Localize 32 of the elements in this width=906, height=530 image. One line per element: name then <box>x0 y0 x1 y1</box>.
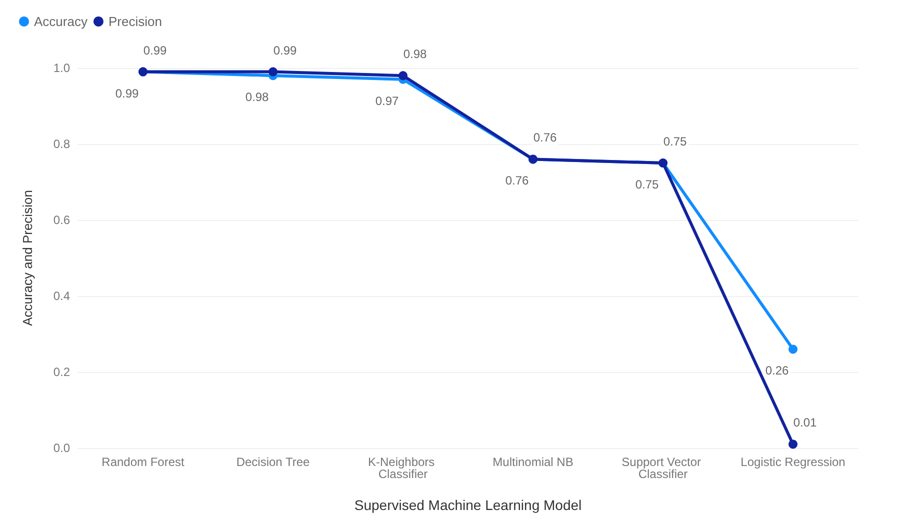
y-tick-label: 0.4 <box>53 289 70 303</box>
legend-label: Accuracy <box>34 14 88 29</box>
data-label: 0.99 <box>273 43 297 58</box>
y-tick-label: 0.0 <box>53 441 70 455</box>
data-label: 0.01 <box>793 416 817 430</box>
data-label: 0.26 <box>765 364 789 378</box>
data-label: 0.98 <box>245 90 269 104</box>
x-axis-title: Supervised Machine Learning Model <box>354 497 582 513</box>
x-tick-label: Random Forest <box>102 455 186 469</box>
x-tick-label: Support Vector Classifier <box>622 455 704 481</box>
data-label: 0.97 <box>375 94 399 108</box>
data-label: 0.99 <box>143 43 167 58</box>
data-label: 0.76 <box>505 174 529 188</box>
point <box>788 344 798 354</box>
point <box>268 67 278 76</box>
y-tick-label: 0.6 <box>53 213 70 227</box>
y-axis-title: Accuracy and Precision <box>20 190 35 326</box>
data-label: 0.99 <box>115 86 139 100</box>
data-label: 0.75 <box>635 178 659 192</box>
data-label: 0.98 <box>403 47 427 62</box>
point <box>398 71 408 80</box>
data-label: 0.75 <box>663 134 687 148</box>
y-tick-label: 1.0 <box>53 61 70 75</box>
data-label: 0.76 <box>533 130 557 145</box>
x-tick-label: Multinomial NB <box>492 455 574 469</box>
point <box>788 440 798 449</box>
x-tick-label: Logistic Regression <box>740 455 846 469</box>
y-tick-label: 0.8 <box>53 137 70 151</box>
y-tick-label: 0.2 <box>53 365 70 379</box>
x-tick-label: Decision Tree <box>236 455 310 469</box>
legend-label: Precision <box>108 14 162 29</box>
x-tick-label: K-Neighbors Classifier <box>368 455 438 481</box>
